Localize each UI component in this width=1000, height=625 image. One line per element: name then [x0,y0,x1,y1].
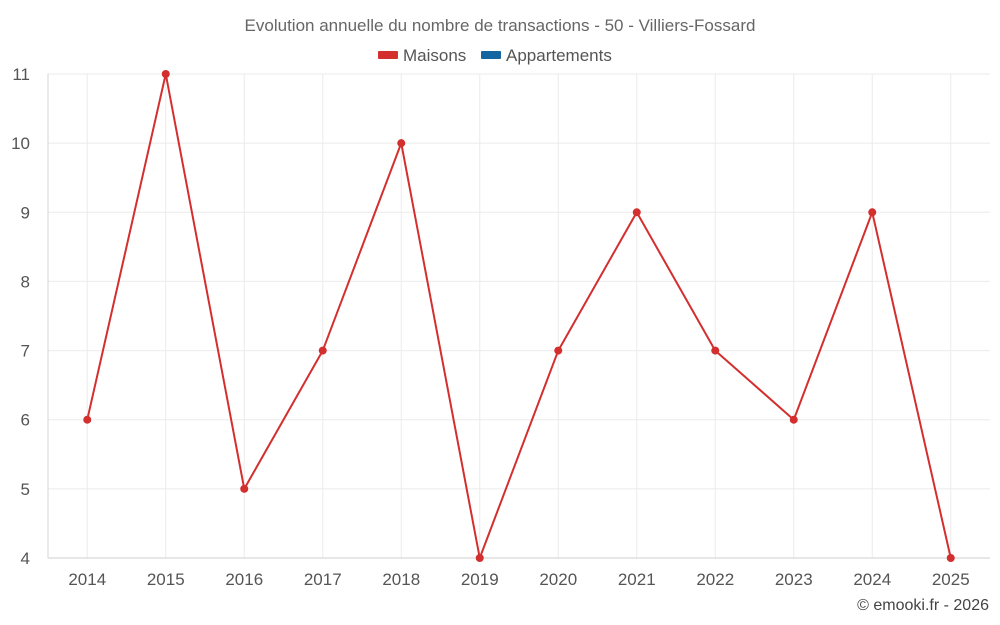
y-tick-label: 8 [21,272,30,291]
data-point[interactable] [161,70,170,78]
y-tick-label: 4 [21,549,30,568]
x-tick-label: 2023 [775,570,813,589]
data-point[interactable] [397,139,406,148]
x-tick-label: 2019 [461,570,499,589]
legend-swatch-maisons [378,51,398,59]
y-axis: 4 5 6 7 8 9 10 11 [11,65,49,568]
x-tick-label: 2025 [932,570,970,589]
data-point[interactable] [475,554,484,562]
data-point[interactable] [83,415,92,424]
legend[interactable]: Maisons Appartements [378,46,612,65]
data-point[interactable] [318,346,327,355]
data-point[interactable] [711,346,720,355]
grid [48,73,990,558]
legend-label-appartements: Appartements [506,46,612,65]
data-point[interactable] [946,554,955,562]
data-point[interactable] [240,484,249,493]
legend-item-maisons[interactable]: Maisons [378,46,466,65]
x-tick-label: 2021 [618,570,656,589]
x-tick-label: 2018 [382,570,420,589]
y-tick-label: 11 [12,65,30,84]
x-tick-label: 2017 [304,570,342,589]
y-tick-label: 9 [21,203,30,222]
y-tick-label: 5 [21,480,30,499]
x-axis: 2014 2015 2016 2017 2018 2019 2020 2021 2022 2023… [48,557,990,589]
series-maisons [83,70,955,562]
legend-item-appartements[interactable]: Appartements [481,46,612,65]
data-point[interactable] [554,346,563,355]
x-tick-label: 2015 [147,570,185,589]
x-tick-label: 2016 [225,570,263,589]
legend-swatch-appartements [481,51,501,59]
x-tick-label: 2024 [853,570,891,589]
series-line-maisons [86,73,952,559]
x-tick-label: 2022 [696,570,734,589]
y-tick-label: 7 [21,342,30,361]
chart-credit: © emooki.fr - 2026 [857,597,989,614]
data-point[interactable] [632,208,641,217]
y-tick-label: 6 [21,411,30,430]
x-tick-label: 2014 [68,570,106,589]
data-point[interactable] [789,415,798,424]
chart-title: Evolution annuelle du nombre de transact… [245,16,756,35]
y-tick-label: 10 [11,134,30,153]
x-tick-label: 2020 [539,570,577,589]
legend-label-maisons: Maisons [403,46,466,65]
data-point[interactable] [868,208,877,217]
